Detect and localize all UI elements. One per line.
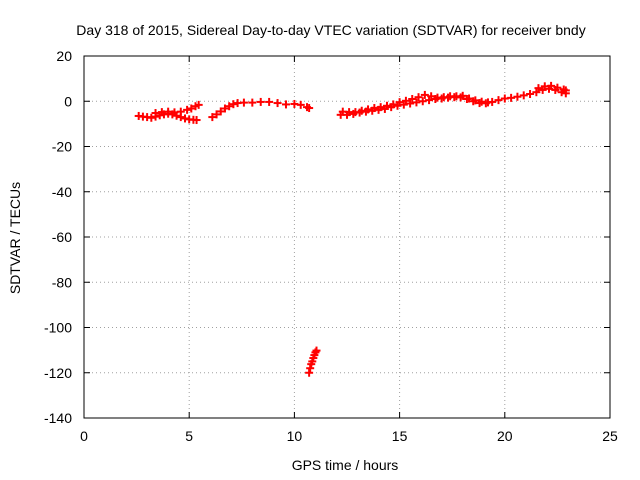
data-point-marker	[458, 91, 467, 100]
x-tick-label: 10	[287, 428, 303, 444]
data-point-marker	[305, 104, 314, 113]
x-tick-label: 20	[497, 428, 513, 444]
data-point-marker	[418, 97, 427, 106]
data-point-marker	[192, 116, 201, 125]
data-point-marker	[147, 113, 156, 122]
data-point-marker	[483, 98, 492, 107]
data-point-marker	[471, 96, 480, 105]
data-points	[134, 81, 570, 377]
plot-frame	[83, 55, 611, 419]
data-point-marker	[561, 86, 570, 95]
y-tick-label: -140	[44, 410, 72, 426]
data-point-marker	[526, 90, 535, 99]
data-point-marker	[364, 105, 373, 114]
data-point-marker	[465, 94, 474, 103]
data-point-marker	[414, 93, 423, 102]
y-tick-label: -60	[52, 229, 72, 245]
data-point-marker	[239, 98, 248, 107]
x-axis-label: GPS time / hours	[292, 457, 399, 473]
data-point-marker	[305, 368, 314, 377]
data-point-marker	[216, 107, 225, 116]
data-point-marker	[382, 101, 391, 110]
x-tick-label: 5	[185, 428, 193, 444]
chart-title: Day 318 of 2015, Sidereal Day-to-day VTE…	[76, 22, 585, 38]
data-point-marker	[357, 106, 366, 115]
data-point-marker	[553, 83, 562, 92]
data-point-marker	[281, 100, 290, 109]
y-tick-label: 20	[56, 48, 72, 64]
data-point-marker	[406, 99, 415, 108]
data-point-marker	[395, 98, 404, 107]
axis-ticks	[83, 55, 611, 419]
data-point-marker	[534, 84, 543, 93]
data-point-marker	[208, 113, 217, 122]
data-point-marker	[229, 100, 238, 109]
data-point-marker	[212, 110, 221, 119]
data-point-marker	[401, 96, 410, 105]
data-point-marker	[256, 97, 265, 106]
data-point-marker	[513, 92, 522, 101]
x-tick-label: 0	[80, 428, 88, 444]
data-point-marker	[273, 99, 282, 108]
data-point-marker	[194, 100, 203, 109]
y-tick-label: -100	[44, 320, 72, 336]
grid-lines	[84, 56, 610, 418]
x-tick-label: 25	[602, 428, 618, 444]
data-point-marker	[389, 100, 398, 109]
data-point-marker	[507, 93, 516, 102]
data-point-marker	[532, 88, 541, 97]
data-point-marker	[547, 81, 556, 90]
y-tick-label: 0	[64, 93, 72, 109]
data-point-marker	[296, 100, 305, 109]
data-point-marker	[306, 364, 315, 373]
data-point-marker	[183, 105, 192, 114]
data-point-marker	[420, 90, 429, 99]
data-point-marker	[248, 98, 257, 107]
data-point-marker	[494, 96, 503, 105]
data-point-marker	[225, 102, 234, 111]
data-point-marker	[412, 98, 421, 107]
data-point-marker	[376, 103, 385, 112]
data-point-marker	[351, 108, 360, 117]
data-point-marker	[312, 346, 321, 355]
data-point-marker	[176, 107, 185, 116]
data-point-marker	[265, 97, 274, 106]
data-point-marker	[408, 94, 417, 103]
y-tick-label: -80	[52, 274, 72, 290]
y-tick-label: -40	[52, 184, 72, 200]
data-point-marker	[519, 91, 528, 100]
y-tick-label: -120	[44, 365, 72, 381]
y-tick-label: -20	[52, 139, 72, 155]
tick-labels: -140 -120 -100 -80 -60 -40 -20 0 20 0 5 10 15 20 25	[44, 48, 618, 444]
x-tick-label: 15	[392, 428, 408, 444]
data-point-marker	[427, 92, 436, 101]
y-axis-label: SDTVAR / TECUs	[7, 182, 23, 294]
data-point-marker	[187, 104, 196, 113]
data-point-marker	[220, 104, 229, 113]
